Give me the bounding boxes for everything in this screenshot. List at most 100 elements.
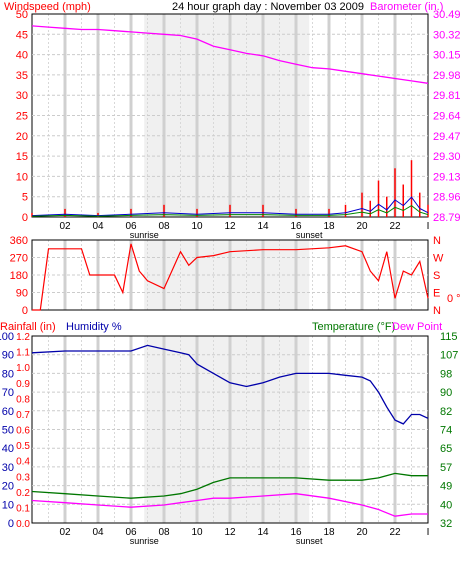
temperature-tick: 107 (440, 350, 458, 362)
panel1-time-label: 06 (125, 221, 137, 232)
panel1-time-label: 10 (191, 221, 203, 232)
rain-tick: 0.8 (16, 394, 30, 405)
temperature-tick: 57 (440, 462, 452, 474)
direction-tick: 180 (10, 270, 28, 282)
rain-tick: 1.2 (16, 332, 30, 343)
direction-tick: 0 (22, 305, 28, 317)
barometer-tick: 29.30 (433, 151, 461, 163)
rain-tick: 0.7 (16, 410, 30, 421)
panel3-time-label: I (427, 527, 430, 538)
panel1-time-label: 16 (290, 221, 302, 232)
panel1-time-label: 20 (356, 221, 368, 232)
rain-tick: 1.0 (16, 363, 30, 374)
temperature-tick: 49 (440, 481, 452, 493)
barometer-axis-label: Barometer (in.) (370, 1, 443, 13)
temperature-tick: 74 (440, 425, 452, 437)
windspeed-tick: 40 (16, 50, 28, 62)
windspeed-axis-label: Windspeed (mph) (4, 1, 91, 13)
humidity-line (31, 344, 429, 425)
temperature-tick: 90 (440, 387, 452, 399)
panel3-time-label: 04 (92, 527, 104, 538)
humidity-tick: 10 (2, 499, 14, 511)
barometer-tick: 28.96 (433, 192, 461, 204)
panel-humidity-temperature: 1.21.11.00.90.80.70.60.50.40.30.20.10.01… (0, 331, 458, 530)
panel1-time-label: 04 (92, 221, 104, 232)
barometer-tick: 29.13 (433, 171, 461, 183)
dewpoint-line (31, 493, 428, 517)
direction-letter: E (433, 288, 440, 300)
windspeed-tick: 30 (16, 90, 28, 102)
windspeed-tick: 20 (16, 131, 28, 143)
rain-tick: 0.6 (16, 426, 30, 437)
humidity-axis-label: Humidity % (66, 321, 122, 333)
temperature-tick: 115 (440, 331, 458, 343)
humidity-tick: 50 (2, 425, 14, 437)
windspeed-tick: 15 (16, 151, 28, 163)
temperature-line (31, 472, 428, 499)
panel3-time-label: 06 (125, 527, 137, 538)
panel3-time-label: 14 (257, 527, 269, 538)
panel1-time-label: 08 (158, 221, 170, 232)
panel3-time-label: 18 (323, 527, 335, 538)
barometer-tick: 28.79 (433, 212, 461, 224)
windspeed-tick: 50 (16, 9, 28, 21)
temperature-tick: 98 (440, 368, 452, 380)
barometer-tick: 29.98 (433, 70, 461, 82)
direction-letter: W (433, 253, 444, 265)
panel1-time-label: 12 (224, 221, 236, 232)
temperature-tick: 40 (440, 499, 452, 511)
rain-tick: 0.2 (16, 488, 30, 499)
windspeed-tick: 10 (16, 171, 28, 183)
humidity-tick: 60 (2, 406, 14, 418)
humidity-tick: 100 (0, 331, 14, 343)
barometer-tick: 29.81 (433, 90, 461, 102)
panel1-sunset-label: sunset (296, 230, 323, 240)
panel3-time-label: 10 (191, 527, 203, 538)
barometer-tick: 29.64 (433, 111, 461, 123)
panel1-sunrise-label: sunrise (130, 230, 159, 240)
rain-tick: 0.5 (16, 441, 30, 452)
rain-tick: 0.1 (16, 503, 30, 514)
rain-tick: 0.4 (16, 457, 30, 468)
barometer-tick: 29.47 (433, 131, 461, 143)
wind-average-line (31, 196, 429, 217)
panel3-sunrise-label: sunrise (130, 536, 159, 546)
dewpoint-axis-label: Dew Point (392, 321, 442, 333)
humidity-tick: 40 (2, 443, 14, 455)
humidity-tick: 80 (2, 368, 14, 380)
temperature-axis-label: Temperature (°F) (312, 321, 395, 333)
windspeed-tick: 45 (16, 29, 28, 41)
rain-tick: 0.3 (16, 472, 30, 483)
temperature-tick: 32 (440, 518, 452, 530)
panel3-daylight-band (144, 336, 310, 523)
windspeed-tick: 5 (22, 192, 28, 204)
temperature-tick: 82 (440, 406, 452, 418)
direction-letter: S (433, 270, 440, 282)
panel2-daylight-band (144, 240, 310, 310)
humidity-tick: 0 (8, 518, 14, 530)
humidity-tick: 20 (2, 481, 14, 493)
temperature-tick: 65 (440, 443, 452, 455)
windspeed-tick: 0 (22, 212, 28, 224)
panel1-time-label: 14 (257, 221, 269, 232)
direction-letter: N (433, 305, 441, 317)
windspeed-tick: 25 (16, 111, 28, 123)
panel1-time-label: 22 (389, 221, 401, 232)
direction-letter: N (433, 235, 441, 247)
barometer-line (31, 25, 429, 84)
panel1-time-label: 18 (323, 221, 335, 232)
panel3-time-label: 12 (224, 527, 236, 538)
chart-title: 24 hour graph day : November 03 2009 (172, 1, 364, 13)
barometer-tick: 30.15 (433, 50, 461, 62)
panel1-time-label: 02 (59, 221, 71, 232)
direction-unit-label: 0 ° (447, 293, 461, 305)
humidity-tick: 70 (2, 387, 14, 399)
direction-tick: 90 (16, 288, 28, 300)
panel3-time-label: 08 (158, 527, 170, 538)
wind-speed-line (31, 204, 429, 217)
panel3-time-label: 02 (59, 527, 71, 538)
humidity-tick: 30 (2, 462, 14, 474)
rain-tick: 0.9 (16, 379, 30, 390)
